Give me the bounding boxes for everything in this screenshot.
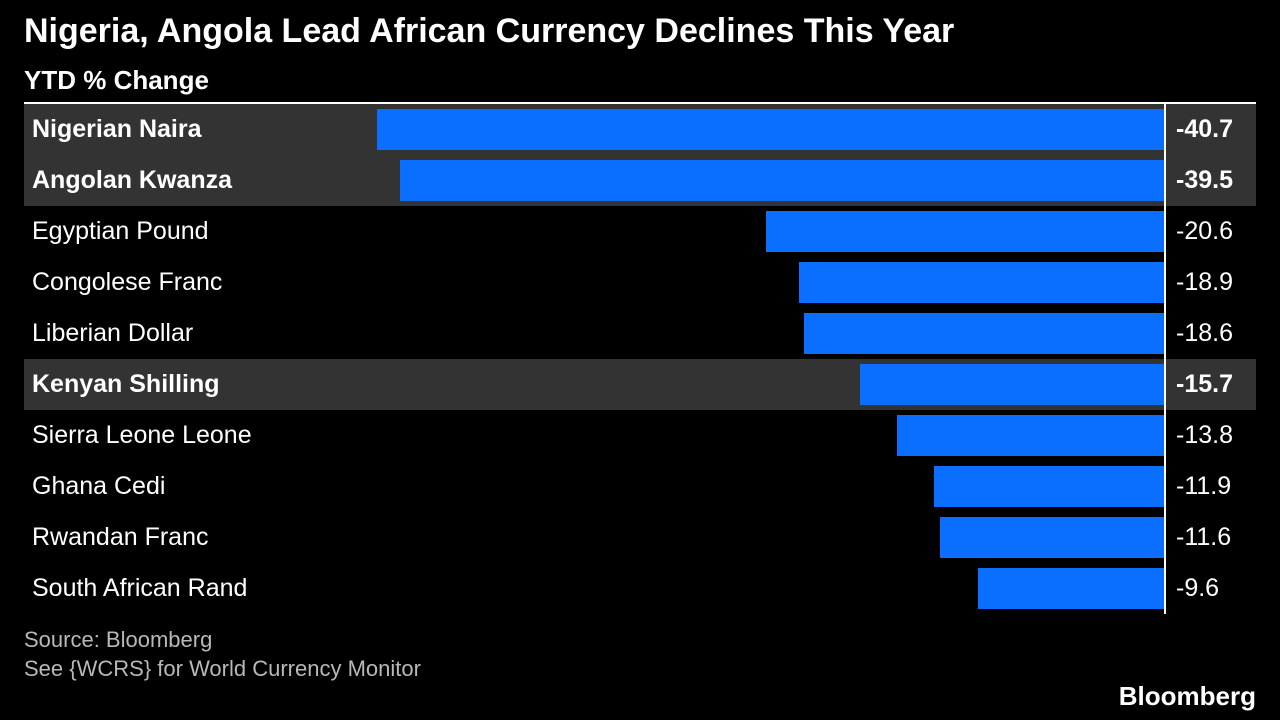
- chart-row: Ghana Cedi -11.9: [24, 461, 1256, 512]
- bar-area: [354, 257, 1166, 308]
- row-label: Kenyan Shilling: [24, 370, 354, 399]
- bar: [766, 211, 1164, 252]
- row-value: -9.6: [1166, 574, 1256, 603]
- chart-row: Kenyan Shilling -15.7: [24, 359, 1256, 410]
- chart-subtitle: YTD % Change: [24, 65, 1256, 96]
- axis-line: [1164, 308, 1166, 359]
- row-value: -15.7: [1166, 370, 1256, 399]
- chart-footer: Source: Bloomberg See {WCRS} for World C…: [24, 626, 1256, 683]
- row-value: -11.9: [1166, 472, 1256, 501]
- axis-line: [1164, 257, 1166, 308]
- row-value: -13.8: [1166, 421, 1256, 450]
- bar-area: [354, 410, 1166, 461]
- row-label: Egyptian Pound: [24, 217, 354, 246]
- bar-area: [354, 308, 1166, 359]
- bar: [897, 415, 1164, 456]
- bar-chart: Nigerian Naira -40.7 Angolan Kwanza -39.5 Eg…: [24, 102, 1256, 614]
- bar: [860, 364, 1164, 405]
- row-label: Congolese Franc: [24, 268, 354, 297]
- row-label: South African Rand: [24, 574, 354, 603]
- chart-row: Egyptian Pound -20.6: [24, 206, 1256, 257]
- row-value: -39.5: [1166, 166, 1256, 195]
- row-label: Rwandan Franc: [24, 523, 354, 552]
- chart-row: Sierra Leone Leone -13.8: [24, 410, 1256, 461]
- axis-line: [1164, 206, 1166, 257]
- row-value: -20.6: [1166, 217, 1256, 246]
- axis-line: [1164, 155, 1166, 206]
- row-label: Liberian Dollar: [24, 319, 354, 348]
- chart-row: South African Rand -9.6: [24, 563, 1256, 614]
- chart-row: Nigerian Naira -40.7: [24, 104, 1256, 155]
- row-label: Sierra Leone Leone: [24, 421, 354, 450]
- bar: [934, 466, 1164, 507]
- axis-line: [1164, 512, 1166, 563]
- bar-area: [354, 155, 1166, 206]
- axis-line: [1164, 461, 1166, 512]
- row-value: -11.6: [1166, 523, 1256, 552]
- footer-note: See {WCRS} for World Currency Monitor: [24, 655, 1256, 684]
- row-value: -18.6: [1166, 319, 1256, 348]
- bar-area: [354, 359, 1166, 410]
- axis-line: [1164, 104, 1166, 155]
- bar-area: [354, 461, 1166, 512]
- row-label: Ghana Cedi: [24, 472, 354, 501]
- axis-line: [1164, 410, 1166, 461]
- row-label: Angolan Kwanza: [24, 166, 354, 195]
- bar: [799, 262, 1164, 303]
- bar: [400, 160, 1164, 201]
- axis-line: [1164, 359, 1166, 410]
- bar-area: [354, 563, 1166, 614]
- bar-area: [354, 206, 1166, 257]
- row-value: -40.7: [1166, 115, 1256, 144]
- bar: [940, 517, 1164, 558]
- row-value: -18.9: [1166, 268, 1256, 297]
- chart-row: Rwandan Franc -11.6: [24, 512, 1256, 563]
- axis-line: [1164, 563, 1166, 614]
- bar: [978, 568, 1164, 609]
- chart-row: Angolan Kwanza -39.5: [24, 155, 1256, 206]
- bar: [377, 109, 1164, 150]
- row-label: Nigerian Naira: [24, 115, 354, 144]
- brand-logo: Bloomberg: [1119, 681, 1256, 712]
- source-text: Source: Bloomberg: [24, 626, 1256, 655]
- chart-row: Congolese Franc -18.9: [24, 257, 1256, 308]
- bar: [804, 313, 1164, 354]
- chart-title: Nigeria, Angola Lead African Currency De…: [24, 12, 1256, 51]
- bar-area: [354, 512, 1166, 563]
- bar-area: [354, 104, 1166, 155]
- chart-row: Liberian Dollar -18.6: [24, 308, 1256, 359]
